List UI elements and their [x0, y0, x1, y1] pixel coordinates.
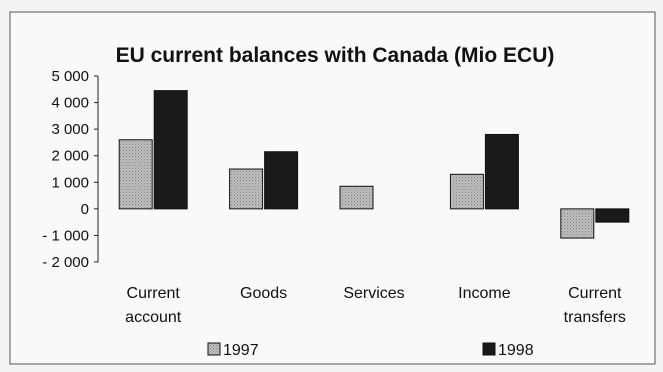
y-axis: 5 000 4 000 3 000 2 000 1 000 0 - 1 000 - 2 000	[42, 68, 99, 271]
bar-1997-goods	[229, 168, 264, 210]
bar-1998-income	[484, 133, 519, 210]
bar-1998-current-transfers	[595, 208, 630, 223]
y-tick-label: 5 000	[51, 68, 89, 85]
bar-1997-current-account	[118, 139, 153, 210]
y-tick-label: 3 000	[51, 121, 89, 138]
legend-swatch	[207, 342, 221, 356]
bar-1997-income	[449, 173, 484, 210]
x-category-label: Goods	[240, 285, 287, 302]
y-tick-label: 4 000	[51, 95, 89, 112]
x-category-label: Services	[343, 285, 404, 302]
legend-label: 1997	[223, 342, 259, 359]
y-tick-label: 1 000	[51, 174, 89, 191]
x-category-label: account	[125, 309, 182, 326]
x-category-label: transfers	[564, 309, 626, 326]
y-tick-label: 0	[81, 201, 89, 218]
legend: 1997 1998	[207, 342, 534, 359]
legend-swatch	[482, 342, 496, 356]
x-axis-labels: Current account Goods Services Income Current…	[125, 285, 626, 326]
bar-1997-current-transfers	[560, 208, 595, 239]
x-category-label: Income	[458, 285, 511, 302]
y-tick-label: - 2 000	[42, 254, 89, 271]
bar-1998-goods	[264, 151, 299, 210]
y-tick-label: - 1 000	[42, 227, 89, 244]
legend-label: 1998	[498, 342, 534, 359]
x-category-label: Current	[127, 285, 181, 302]
bar-1997-services	[339, 185, 374, 210]
bar-1998-current-account	[153, 90, 188, 210]
x-category-label: Current	[568, 285, 622, 302]
chart-title: EU current balances with Canada (Mio ECU…	[116, 44, 555, 67]
y-tick-label: 2 000	[51, 148, 89, 165]
outer-frame	[9, 11, 656, 365]
bars-group	[118, 90, 630, 239]
